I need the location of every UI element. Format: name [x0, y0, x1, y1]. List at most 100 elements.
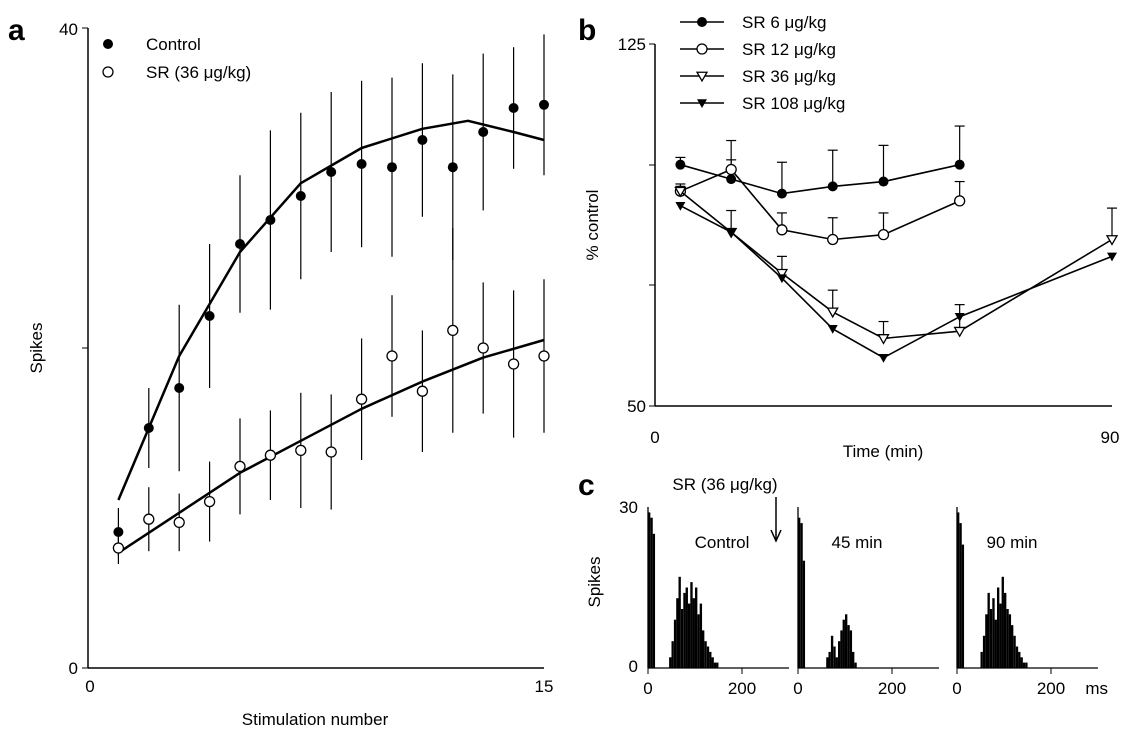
hist-bar-45-min — [828, 651, 831, 668]
hist-bar-45-min — [849, 630, 853, 668]
panel-a-xlabel: Stimulation number — [242, 710, 389, 729]
data-point-control — [539, 99, 549, 110]
panel-c-plot-area: 0 200 Control 0 200 45 min 0 200 90 min — [643, 507, 1098, 698]
data-point-sr36 — [877, 334, 890, 345]
hist-bar-90-min — [999, 603, 1002, 668]
hist-x-tick-label-90-min: 200 — [1037, 679, 1065, 698]
panel-letter-a: a — [8, 14, 25, 47]
hist-x-tick-label-45-min: 0 — [793, 679, 802, 698]
hist-bar-90-min — [992, 598, 995, 668]
hist-bar-90-min — [997, 587, 1000, 668]
data-point-sr108 — [726, 228, 737, 238]
hist-bar-control — [671, 641, 674, 668]
panel-a-xtick-label-right: 15 — [535, 677, 554, 696]
hist-bar-90-min — [1020, 657, 1023, 668]
data-point-control — [417, 135, 428, 145]
data-point-sr36 — [173, 516, 185, 529]
hist-bar-45-min — [842, 619, 845, 668]
data-point-sr12 — [954, 195, 966, 207]
data-point-sr108 — [1107, 252, 1117, 262]
hist-bar-control — [652, 533, 656, 668]
legend-marker-sr36 — [695, 71, 709, 83]
hist-bar-control — [692, 598, 695, 668]
hist-bar-control — [695, 587, 698, 668]
hist-bar-45-min — [800, 523, 803, 668]
data-point-sr6 — [878, 176, 889, 187]
data-point-sr6 — [954, 159, 965, 170]
legend-marker-sr12 — [696, 43, 708, 55]
panel-c-arrow-head — [770, 529, 782, 543]
hist-label-control: Control — [695, 533, 750, 552]
panel-b-xlabel: Time (min) — [843, 442, 924, 461]
hist-bar-control — [673, 619, 677, 668]
data-point-control — [204, 311, 215, 321]
panel-b-xtick-label-left: 0 — [650, 428, 659, 447]
data-point-sr36 — [416, 385, 429, 397]
hist-bar-control — [713, 662, 717, 668]
hist-bar-90-min — [1011, 625, 1014, 668]
panel-letter-b: b — [578, 14, 596, 47]
data-point-sr36 — [538, 350, 550, 362]
hist-bar-90-min — [957, 512, 960, 668]
hist-bar-90-min — [980, 651, 983, 668]
hist-bar-90-min — [982, 635, 986, 668]
hist-bar-control — [648, 512, 651, 668]
hist-bar-45-min — [847, 625, 850, 668]
panel-b-legend: SR 6 μg/kg SR 12 μg/kg SR 36 μg/kg SR 108 μ… — [680, 13, 845, 113]
panel-a-plot-area — [112, 34, 550, 564]
hist-bar-90-min — [961, 544, 965, 668]
hist-bar-control — [650, 517, 653, 668]
data-point-sr6 — [827, 181, 838, 192]
data-point-sr12 — [877, 229, 890, 241]
panel-c-ylabel: Spikes — [585, 556, 604, 607]
panel-a-ytick-label-top: 40 — [59, 20, 78, 39]
data-point-control — [508, 103, 519, 113]
data-point-control — [265, 215, 276, 225]
data-point-sr6 — [726, 174, 737, 185]
legend-label-control: Control — [146, 35, 201, 54]
hist-bar-control — [704, 641, 707, 668]
panel-b-chart: 125 50 0 90 Time (min) % control SR 6 μg… — [583, 13, 1119, 461]
hist-x-tick-label-control: 0 — [643, 679, 652, 698]
legend-label-sr36: SR 36 μg/kg — [742, 67, 836, 86]
panel-c-ytick-label-bottom: 0 — [629, 657, 638, 676]
panel-b-xtick-label-right: 90 — [1101, 428, 1120, 447]
hist-bar-45-min — [798, 517, 801, 668]
legend-label-sr108: SR 108 μg/kg — [742, 94, 845, 113]
panel-c-ytick-label-top: 30 — [619, 498, 638, 517]
data-point-sr12 — [725, 163, 737, 176]
hist-bar-45-min — [852, 651, 855, 668]
data-point-sr36 — [325, 446, 337, 458]
panel-c-sr-annotation: SR (36 μg/kg) — [672, 475, 777, 494]
data-point-sr36 — [355, 393, 368, 405]
legend-marker-sr108 — [697, 99, 707, 108]
hist-bar-90-min — [1001, 576, 1004, 668]
legend-marker-control — [103, 39, 113, 49]
hist-bar-45-min — [802, 560, 806, 668]
data-point-sr36 — [507, 358, 520, 370]
series-line-sr12 — [680, 168, 961, 241]
data-point-control — [356, 159, 367, 169]
data-point-sr6 — [675, 159, 686, 170]
data-point-sr36 — [386, 350, 398, 362]
hist-bar-45-min — [840, 630, 843, 668]
hist-bar-control — [716, 662, 719, 668]
series-line-sr36 — [679, 190, 1113, 340]
hist-bar-45-min — [845, 614, 848, 668]
hist-bar-90-min — [987, 592, 990, 668]
data-point-control — [387, 162, 397, 173]
hist-bar-90-min — [985, 614, 988, 668]
hist-bar-45-min — [835, 657, 838, 668]
panel-a-chart: 40 0 0 15 Stimulation number Spikes Cont… — [27, 20, 553, 729]
data-point-sr36 — [1105, 235, 1119, 246]
hist-bar-90-min — [1006, 609, 1009, 668]
data-point-sr12 — [827, 233, 839, 246]
data-point-control — [478, 127, 489, 137]
hist-x-tick-label-90-min: 0 — [952, 679, 961, 698]
panel-b-ytick-label-bottom: 50 — [627, 397, 646, 416]
panel-a-ytick-label-bottom: 0 — [69, 659, 78, 678]
panel-letter-c: c — [578, 469, 595, 502]
data-point-sr36 — [203, 495, 216, 508]
series-line-sr6 — [680, 163, 960, 195]
